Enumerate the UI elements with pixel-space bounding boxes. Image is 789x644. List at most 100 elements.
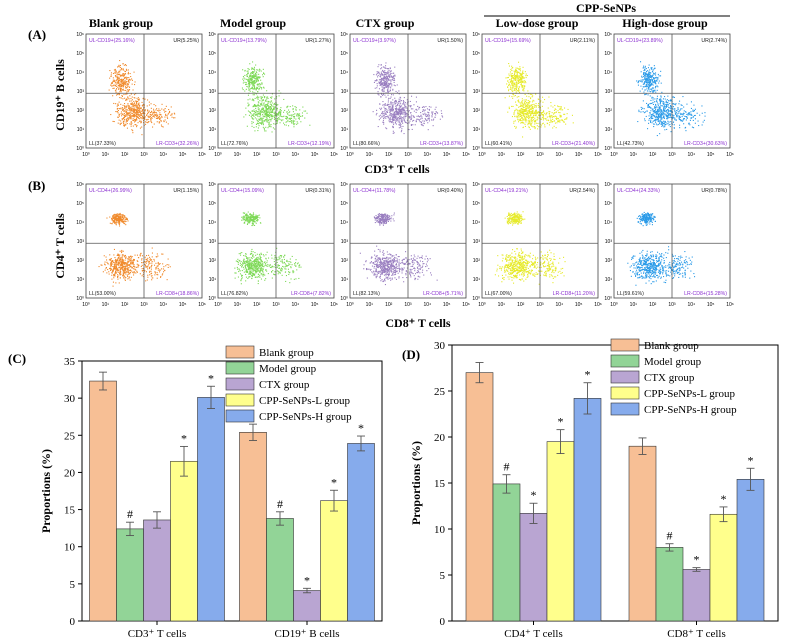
flow-dot	[405, 107, 407, 109]
flow-dot	[666, 116, 668, 118]
flow-dot	[141, 113, 143, 115]
flow-dot	[121, 85, 123, 87]
flow-dot	[527, 120, 529, 122]
flow-dot	[520, 102, 522, 104]
flow-dot	[640, 61, 642, 63]
flow-dot	[656, 77, 658, 79]
flow-dot	[267, 105, 269, 107]
flow-dot	[422, 109, 424, 111]
flow-dot	[528, 120, 530, 122]
flow-dot	[688, 122, 690, 124]
flow-dot	[148, 112, 150, 114]
flow-dot	[130, 100, 132, 102]
flow-dot	[511, 78, 513, 80]
flow-dot	[109, 70, 111, 72]
flow-dot	[654, 67, 656, 69]
flow-dot	[168, 264, 170, 266]
flow-dot	[392, 72, 394, 74]
flow-dot	[251, 67, 253, 69]
flow-dot	[142, 112, 144, 114]
flow-dot	[111, 223, 113, 225]
flow-dot	[133, 105, 135, 107]
flow-dot	[643, 76, 645, 78]
flow-dot	[257, 77, 259, 79]
flow-dot	[532, 117, 534, 119]
flow-dot	[656, 113, 658, 115]
flow-dot	[674, 113, 676, 115]
flow-dot	[147, 118, 149, 120]
flow-dot	[118, 88, 120, 90]
flow-dot	[119, 71, 121, 73]
flow-dot	[126, 265, 128, 267]
flow-dot	[405, 115, 407, 117]
flow-dot	[522, 118, 524, 120]
flow-dot	[409, 120, 411, 122]
flow-dot	[427, 114, 429, 116]
flow-dot	[381, 83, 383, 85]
flow-dot	[514, 110, 516, 112]
flow-dot	[512, 84, 514, 86]
flow-dot	[659, 107, 661, 109]
flow-dot	[248, 89, 250, 91]
flow-dot	[684, 127, 686, 129]
flow-dot	[514, 109, 516, 111]
flow-dot	[255, 126, 257, 128]
flow-dot	[401, 112, 403, 114]
flow-dot	[384, 71, 386, 73]
flow-dot	[243, 217, 245, 219]
flow-dot	[263, 112, 265, 114]
flow-dot	[139, 127, 141, 129]
flow-dot	[264, 106, 266, 108]
flow-dot	[130, 122, 132, 124]
flow-dot	[647, 73, 649, 75]
flow-dot	[657, 78, 659, 80]
flow-dot	[389, 110, 391, 112]
flow-dot	[378, 81, 380, 83]
flow-dot	[561, 119, 563, 121]
flow-dot	[516, 82, 518, 84]
flow-dot	[648, 73, 650, 75]
flow-dot	[395, 114, 397, 116]
flow-dot	[119, 85, 121, 87]
flow-dot	[524, 123, 526, 125]
flow-dot	[541, 114, 543, 116]
flow-dot	[286, 118, 288, 120]
flow-dot	[512, 97, 514, 99]
flow-dot	[113, 215, 115, 217]
flow-dot	[254, 75, 256, 77]
flow-dot	[688, 113, 690, 115]
flow-dot	[249, 78, 251, 80]
flow-dot	[258, 89, 260, 91]
flow-dot	[514, 88, 516, 90]
flow-dot	[398, 108, 400, 110]
flow-dot	[553, 125, 555, 127]
flow-dot	[410, 112, 412, 114]
flow-dot	[399, 114, 401, 116]
flow-dot	[550, 119, 552, 121]
flow-dot	[262, 120, 264, 122]
flow-dot	[376, 112, 378, 114]
flow-x-tick: 10²	[121, 152, 129, 158]
flow-y-tick: 10¹	[209, 127, 217, 133]
quadrant-ur-label: UR(1.27%)	[305, 38, 331, 44]
flow-dot	[138, 111, 140, 113]
flow-dot	[521, 98, 523, 100]
flow-dot	[114, 71, 116, 73]
flow-dot	[131, 106, 133, 108]
flow-dot	[253, 94, 255, 96]
flow-dot	[530, 97, 532, 99]
flow-dot	[394, 111, 396, 113]
flow-dot	[650, 72, 652, 74]
flow-dot	[390, 70, 392, 72]
flow-dot	[396, 119, 398, 121]
flow-dot	[676, 116, 678, 118]
flow-dot	[136, 108, 138, 110]
flow-dot	[649, 85, 651, 87]
flow-dot	[283, 111, 285, 113]
flow-dot	[639, 90, 641, 92]
flow-dot	[270, 112, 272, 114]
flow-dot	[415, 96, 417, 98]
flow-dot	[562, 109, 564, 111]
flow-dot	[279, 114, 281, 116]
flow-dot	[410, 124, 412, 126]
